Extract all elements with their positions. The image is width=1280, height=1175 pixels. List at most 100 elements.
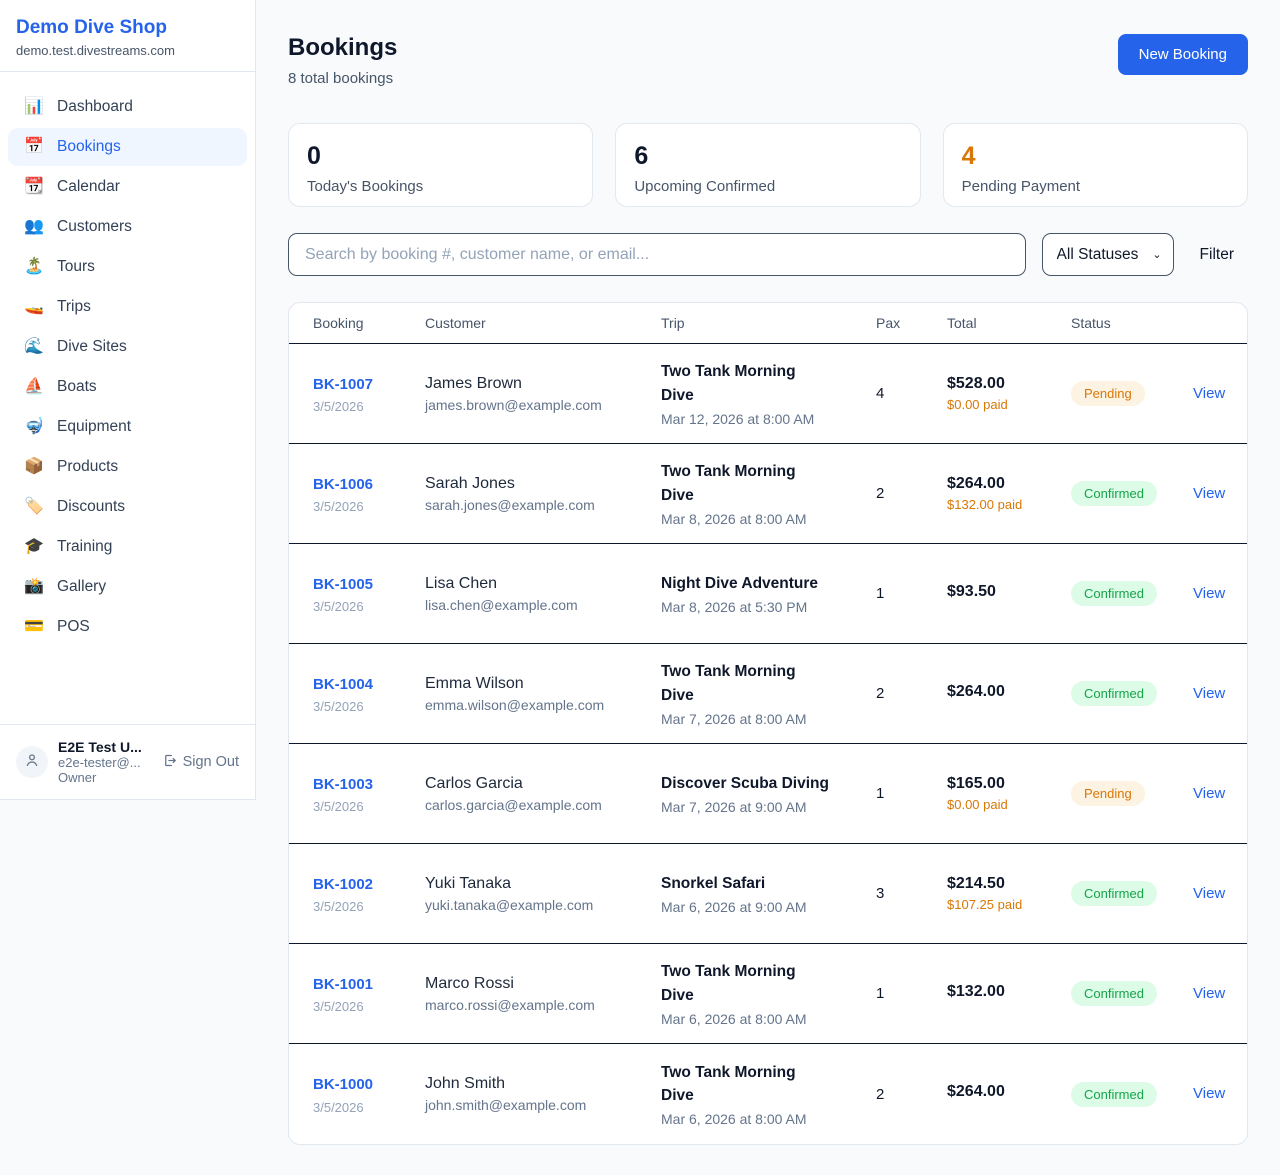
trip-name: Discover Scuba Diving [661, 774, 829, 792]
customer-email: john.smith@example.com [425, 1097, 587, 1113]
trip-datetime: Mar 6, 2026 at 8:00 AM [661, 1111, 807, 1128]
view-link[interactable]: View [1193, 484, 1226, 502]
stat-label: Upcoming Confirmed [634, 177, 776, 195]
sidebar-item-equipment[interactable]: 🤿 Equipment [8, 408, 247, 446]
sidebar-item-boats[interactable]: ⛵ Boats [8, 368, 247, 406]
status-filter-select[interactable]: All Statuses [1041, 233, 1174, 276]
person-icon [24, 752, 40, 773]
stat-value: 6 [634, 142, 649, 170]
pax-count: 1 [876, 585, 885, 602]
booking-id-link[interactable]: BK-1000 [313, 1076, 374, 1094]
customer-name: John Smith [425, 1075, 506, 1092]
stats-row: 0 Today's Bookings 6 Upcoming Confirmed … [288, 123, 1248, 207]
sidebar-item-bookings[interactable]: 📅 Bookings [8, 128, 247, 166]
sidebar-item-gallery[interactable]: 📸 Gallery [8, 568, 247, 606]
customer-email: sarah.jones@example.com [425, 496, 595, 513]
column-header-total: Total [947, 315, 977, 331]
booking-id-link[interactable]: BK-1001 [313, 975, 374, 993]
sidebar-item-tours[interactable]: 🏝️ Tours [8, 248, 247, 286]
stat-label: Pending Payment [961, 177, 1081, 195]
sidebar-item-dive-sites[interactable]: 🌊 Dive Sites [8, 328, 247, 366]
view-link[interactable]: View [1193, 784, 1226, 802]
pax-count: 2 [876, 485, 885, 502]
view-link[interactable]: View [1193, 884, 1226, 902]
nav-item-label: Bookings [57, 138, 121, 155]
view-link[interactable]: View [1193, 584, 1226, 602]
brand-block: Demo Dive Shop demo.test.divestreams.com [0, 0, 255, 72]
nav-item-label: POS [57, 618, 90, 635]
booking-id-link[interactable]: BK-1006 [313, 475, 374, 493]
customer-email: yuki.tanaka@example.com [425, 896, 594, 913]
trip-name: Two Tank Morning Dive [661, 463, 796, 504]
sidebar-item-training[interactable]: 🎓 Training [8, 528, 247, 566]
total-amount: $264.00 [947, 1083, 1005, 1100]
trip-name: Two Tank Morning Dive [661, 363, 796, 404]
view-link[interactable]: View [1193, 384, 1226, 402]
nav-item-label: Gallery [57, 578, 107, 595]
nav-item-label: Tours [57, 258, 95, 275]
status-badge: Confirmed [1071, 981, 1157, 1006]
booking-id-link[interactable]: BK-1007 [313, 375, 374, 393]
column-header-customer: Customer [425, 315, 486, 331]
new-booking-button[interactable]: New Booking [1117, 34, 1248, 75]
customer-name: Emma Wilson [425, 674, 524, 692]
customer-email: carlos.garcia@example.com [425, 796, 602, 813]
status-badge: Pending [1071, 381, 1145, 406]
table-row: BK-1002 3/5/2026 Yuki Tanaka yuki.tanaka… [289, 844, 1247, 944]
nav-item-label: Discounts [57, 498, 126, 515]
brand-domain: demo.test.divestreams.com [16, 43, 175, 58]
trip-datetime: Mar 7, 2026 at 9:00 AM [661, 799, 807, 816]
pax-count: 2 [876, 1085, 885, 1103]
pax-count: 1 [876, 785, 885, 802]
stat-value: 4 [961, 142, 976, 170]
customer-email: lisa.chen@example.com [425, 596, 578, 613]
paid-amount: $107.25 paid [947, 897, 1023, 912]
page-header: Bookings 8 total bookings New Booking [288, 34, 1248, 87]
column-header-pax: Pax [876, 315, 901, 331]
table-row: BK-1006 3/5/2026 Sarah Jones sarah.jones… [289, 444, 1247, 544]
view-link[interactable]: View [1193, 684, 1226, 702]
tear-off-calendar-icon: 📆 [24, 178, 44, 195]
customer-name: Lisa Chen [425, 574, 498, 592]
credit-card-icon: 💳 [24, 618, 44, 635]
nav-item-label: Trips [57, 298, 91, 315]
customer-name: James Brown [425, 374, 522, 392]
pax-count: 4 [876, 385, 885, 402]
booking-id-link[interactable]: BK-1004 [313, 675, 374, 693]
sidebar-item-trips[interactable]: 🚤 Trips [8, 288, 247, 326]
calendar-icon: 📅 [24, 138, 44, 155]
view-link[interactable]: View [1193, 1085, 1226, 1102]
nav-item-label: Training [57, 538, 113, 555]
table-row: BK-1007 3/5/2026 James Brown james.brown… [289, 344, 1247, 444]
stat-value: 0 [307, 142, 321, 170]
sidebar-item-pos[interactable]: 💳 POS [8, 608, 247, 646]
sidebar-item-dashboard[interactable]: 📊 Dashboard [8, 88, 247, 126]
filter-button[interactable]: Filter [1199, 245, 1234, 263]
customer-name: Sarah Jones [425, 474, 515, 492]
status-badge: Confirmed [1071, 1081, 1157, 1107]
stat-card-upcoming-confirmed: 6 Upcoming Confirmed [615, 123, 921, 207]
status-badge: Confirmed [1071, 681, 1157, 706]
total-amount: $93.50 [947, 582, 996, 600]
booking-id-link[interactable]: BK-1005 [313, 575, 374, 593]
sidebar-item-calendar[interactable]: 📆 Calendar [8, 168, 247, 206]
sidebar-item-customers[interactable]: 👥 Customers [8, 208, 247, 246]
paid-amount: $0.00 paid [947, 397, 1008, 412]
trip-datetime: Mar 12, 2026 at 8:00 AM [661, 410, 815, 427]
column-header-booking: Booking [313, 315, 364, 331]
customer-email: marco.rossi@example.com [425, 996, 595, 1013]
paid-amount: $132.00 paid [947, 497, 1023, 512]
customer-email: emma.wilson@example.com [425, 696, 605, 713]
sidebar-item-discounts[interactable]: 🏷️ Discounts [8, 488, 247, 526]
search-input[interactable] [288, 233, 1026, 276]
view-link[interactable]: View [1193, 984, 1226, 1002]
table-row: BK-1003 3/5/2026 Carlos Garcia carlos.ga… [289, 744, 1247, 844]
booking-id-link[interactable]: BK-1003 [313, 775, 374, 793]
bookings-table: Booking Customer Trip Pax Total Status B… [288, 302, 1248, 1145]
trip-name: Night Dive Adventure [661, 574, 819, 592]
booking-id-link[interactable]: BK-1002 [313, 875, 374, 893]
pax-count: 3 [876, 885, 885, 902]
sign-out-button[interactable]: Sign Out [162, 753, 239, 772]
sidebar-item-products[interactable]: 📦 Products [8, 448, 247, 486]
nav-item-label: Dive Sites [57, 338, 127, 355]
